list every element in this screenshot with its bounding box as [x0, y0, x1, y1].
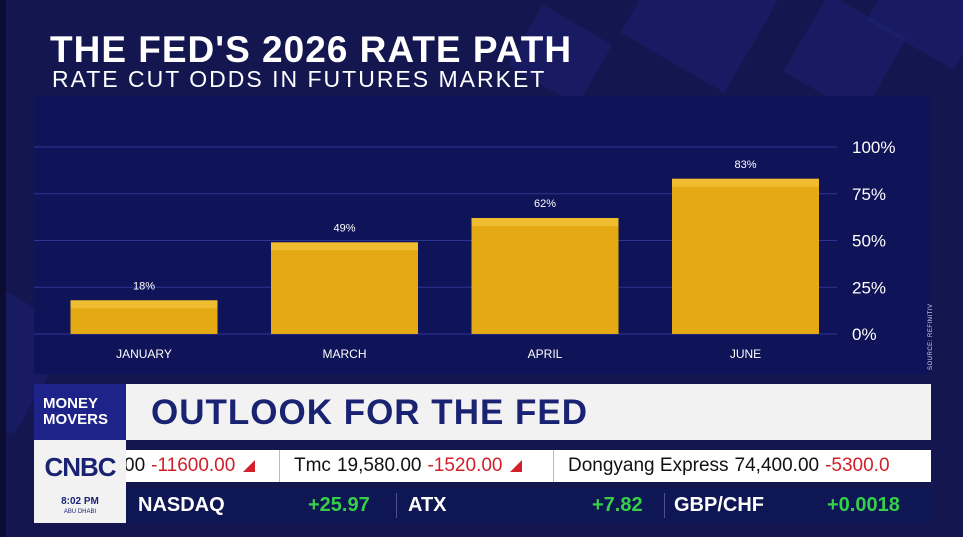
bar-chart: 0% 25% 50% 75% 100% 18% JANUARY 49% MARCH 62% APRI…: [34, 138, 895, 361]
bar-top-highlight: [70, 300, 218, 309]
y-tick-label: 25%: [852, 278, 886, 297]
bar: [471, 218, 619, 334]
ticker-divider: [664, 493, 665, 518]
y-tick-label: 100%: [852, 138, 895, 157]
index-change: +25.97: [308, 494, 370, 516]
ticker-item: Tmc 19,580.00 -1520.00: [294, 455, 523, 477]
headline-bar: OUTLOOK FOR THE FED: [126, 384, 931, 440]
index-name: ATX: [408, 494, 447, 516]
bar-top-highlight: [271, 242, 418, 251]
index-change: +0.0018: [827, 494, 900, 516]
x-tick-label: APRIL: [528, 347, 563, 361]
data-label: 49%: [333, 222, 355, 234]
bar: [271, 242, 418, 334]
ticker-change: -11600.00: [151, 455, 236, 476]
data-label: 83%: [734, 159, 756, 171]
index-name: GBP/CHF: [674, 494, 764, 516]
x-tick-label: MARCH: [323, 347, 367, 361]
chart-subtitle: RATE CUT ODDS IN FUTURES MARKET: [52, 66, 547, 92]
index-change: +7.82: [592, 494, 643, 516]
clock-location: ABU DHABI: [63, 509, 97, 515]
index-name: NASDAQ: [138, 494, 225, 516]
ticker-name: Tmc: [294, 455, 331, 476]
clock-time: 8:02 PM: [61, 496, 99, 507]
show-name-line2: MOVERS: [43, 411, 109, 428]
bar-top-highlight: [471, 218, 619, 227]
index-ticker-bottom: NASDAQ +25.97 ATX +7.82 GBP/CHF +0.0018: [126, 488, 931, 523]
cnbc-logo: CNBC: [44, 452, 116, 482]
x-tick-label: JUNE: [730, 347, 761, 361]
ticker-price: 74,400.00: [734, 455, 820, 476]
frame-edge: [0, 0, 6, 537]
y-tick-label: 50%: [852, 232, 886, 251]
ticker-divider: [396, 493, 397, 518]
ticker-item: 00 -11600.00: [126, 455, 256, 477]
ticker-price: 19,580.00: [336, 455, 422, 476]
ticker-change: -1520.00: [427, 455, 503, 476]
ticker-name: Dongyang Express: [568, 455, 729, 476]
network-logo-box: CNBC 8:02 PM ABU DHABI: [34, 440, 126, 523]
ticker-change: -5300.0: [825, 455, 890, 476]
ticker-divider: [279, 450, 280, 482]
chart-panel: 0% 25% 50% 75% 100% 18% JANUARY 49% MARCH 62% APRI…: [34, 96, 930, 374]
headline: OUTLOOK FOR THE FED: [151, 393, 589, 432]
bar: [672, 178, 819, 334]
x-tick-label: JANUARY: [116, 347, 172, 361]
data-label: 62%: [534, 198, 556, 210]
ticker-price: 00: [126, 455, 146, 476]
y-tick-label: 0%: [852, 325, 877, 344]
show-name-line1: MONEY: [43, 395, 99, 412]
stock-ticker-top: 00 -11600.00 Tmc 19,580.00 -1520.00 Dong…: [126, 450, 931, 482]
ticker-divider: [553, 450, 554, 482]
down-triangle-icon: [510, 460, 523, 472]
show-name-box: MONEY MOVERS: [34, 384, 126, 440]
source-credit: SOURCE: REFINITIV: [928, 303, 934, 370]
y-tick-label: 75%: [852, 185, 886, 204]
down-triangle-icon: [243, 460, 256, 472]
chart-title: THE FED'S 2026 RATE PATH: [50, 29, 573, 70]
bar-top-highlight: [672, 178, 819, 187]
data-label: 18%: [133, 280, 155, 292]
ticker-item: Dongyang Express 74,400.00 -5300.0: [568, 455, 890, 477]
